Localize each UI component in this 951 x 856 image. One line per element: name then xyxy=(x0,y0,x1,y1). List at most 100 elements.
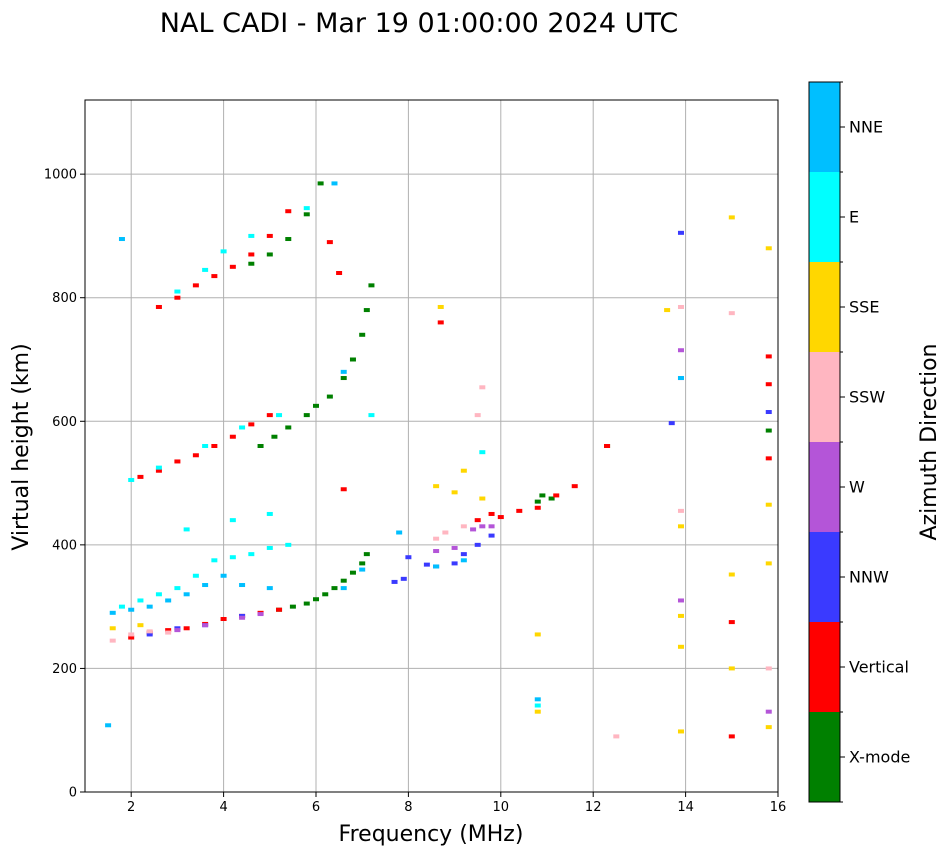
point-nnw xyxy=(677,230,684,235)
y-tick-label: 400 xyxy=(52,538,77,553)
point-e xyxy=(137,598,144,603)
point-x-mode xyxy=(285,425,292,430)
point-vertical xyxy=(229,434,236,439)
y-tick-label: 0 xyxy=(69,786,77,801)
point-ssw xyxy=(479,385,486,390)
point-x-mode xyxy=(313,597,319,602)
point-x-mode xyxy=(349,357,356,362)
point-ssw xyxy=(613,734,620,739)
point-w xyxy=(479,524,486,529)
point-nnw xyxy=(488,533,495,538)
point-ssw xyxy=(165,630,172,635)
point-nne xyxy=(359,567,366,572)
point-e xyxy=(229,555,236,560)
point-e xyxy=(174,289,181,294)
point-ssw xyxy=(677,508,684,513)
point-e xyxy=(479,450,486,455)
colorbar-label-nne: NNE xyxy=(849,118,883,137)
point-nne xyxy=(105,723,112,728)
colorbar-swatch-nne xyxy=(809,82,840,172)
y-axis-label: Virtual height (km) xyxy=(9,343,34,550)
point-sse xyxy=(765,725,772,730)
point-sse xyxy=(534,709,541,714)
point-ssw xyxy=(474,413,481,418)
point-e xyxy=(239,425,246,430)
point-e xyxy=(534,703,541,708)
point-vertical xyxy=(174,459,181,464)
point-nnw xyxy=(451,561,458,566)
point-vertical xyxy=(192,453,199,458)
point-e xyxy=(155,592,162,597)
x-tick-label: 4 xyxy=(219,800,227,815)
x-tick-label: 16 xyxy=(770,800,787,815)
point-x-mode xyxy=(271,434,278,439)
x-tick-label: 2 xyxy=(127,800,135,815)
point-vertical xyxy=(220,617,227,621)
point-x-mode xyxy=(363,308,370,313)
point-nne xyxy=(128,607,135,612)
point-w xyxy=(174,628,181,633)
point-sse xyxy=(460,468,467,473)
point-ssw xyxy=(442,530,449,535)
point-ssw xyxy=(765,666,772,671)
point-x-mode xyxy=(340,376,347,381)
point-e xyxy=(248,552,255,557)
colorbar-label-vertical: Vertical xyxy=(849,658,909,677)
data-points xyxy=(105,181,772,739)
point-w xyxy=(677,598,684,603)
point-nne xyxy=(109,610,116,615)
point-x-mode xyxy=(317,181,324,186)
point-w xyxy=(257,612,264,617)
colorbar-title: Azimuth Direction xyxy=(917,343,942,540)
point-x-mode xyxy=(548,496,555,501)
point-nnw xyxy=(460,552,467,557)
point-w xyxy=(470,527,477,532)
point-x-mode xyxy=(303,413,310,418)
point-x-mode xyxy=(363,552,370,557)
point-vertical xyxy=(728,734,735,739)
point-vertical xyxy=(211,274,218,279)
point-vertical xyxy=(553,493,560,498)
point-nne xyxy=(183,592,190,597)
grid xyxy=(85,100,779,793)
colorbar: X-mode Vertical NNW W SSW SSE E NNE xyxy=(808,81,910,803)
point-w xyxy=(488,524,495,529)
point-x-mode xyxy=(331,586,338,591)
colorbar-swatch-w xyxy=(809,442,840,532)
point-e xyxy=(229,518,236,523)
point-e xyxy=(202,444,209,448)
point-nne xyxy=(340,369,347,374)
point-vertical xyxy=(336,271,343,275)
point-sse xyxy=(437,304,444,309)
x-tick-label: 12 xyxy=(585,800,602,815)
point-ssw xyxy=(109,638,116,643)
point-ssw xyxy=(460,524,467,529)
point-ssw xyxy=(677,304,684,309)
point-e xyxy=(183,527,190,532)
point-e xyxy=(285,542,292,547)
point-sse xyxy=(728,215,735,220)
point-sse xyxy=(728,666,735,671)
point-sse xyxy=(109,626,116,631)
x-tick-label: 8 xyxy=(404,800,412,815)
point-nnw xyxy=(391,579,398,584)
point-vertical xyxy=(248,422,255,427)
plot-area-frame xyxy=(84,99,779,793)
colorbar-swatch-vertical xyxy=(809,622,840,712)
point-sse xyxy=(677,644,684,649)
colorbar-label-nnw: NNW xyxy=(849,568,889,587)
point-nne xyxy=(266,586,273,591)
point-nne xyxy=(146,604,153,609)
point-vertical xyxy=(276,607,283,612)
point-w xyxy=(239,615,246,620)
point-vertical xyxy=(183,626,190,631)
point-vertical xyxy=(516,508,523,513)
colorbar-swatch-sse xyxy=(809,262,840,352)
point-x-mode xyxy=(340,578,347,583)
point-nne xyxy=(165,598,172,603)
x-axis-label: Frequency (MHz) xyxy=(339,822,524,847)
point-vertical xyxy=(192,283,199,288)
point-x-mode xyxy=(257,444,264,448)
point-x-mode xyxy=(266,252,273,257)
point-vertical xyxy=(534,505,541,510)
